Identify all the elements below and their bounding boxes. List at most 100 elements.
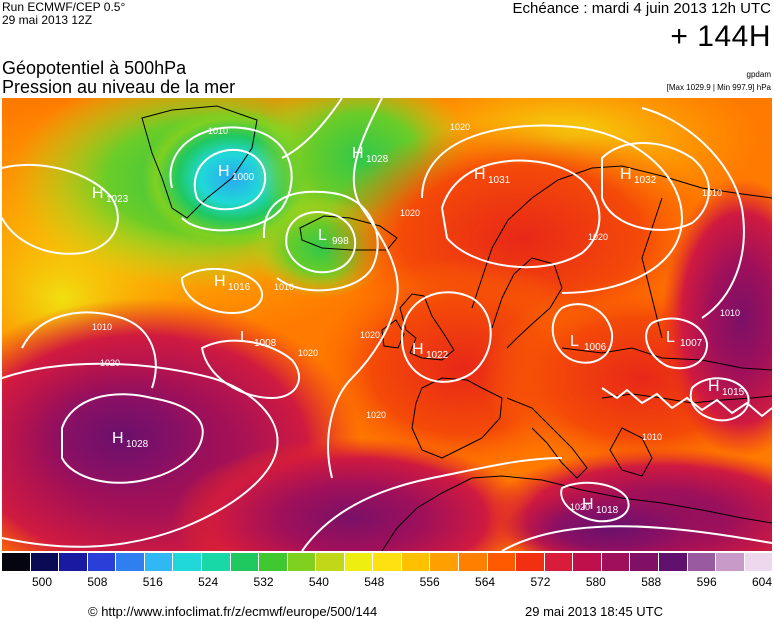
svg-text:1016: 1016 <box>228 282 251 293</box>
svg-text:1018: 1018 <box>596 505 619 516</box>
color-scale-tick: 508 <box>87 575 108 589</box>
run-date: 29 mai 2013 12Z <box>2 13 93 27</box>
svg-text:1015: 1015 <box>722 387 745 398</box>
isobar-label: 1010 <box>642 432 662 442</box>
svg-text:1028: 1028 <box>366 154 389 165</box>
isobar-label: 1020 <box>400 208 420 218</box>
color-scale-tick: 516 <box>142 575 163 589</box>
pressure-center-l998: L 998 <box>318 227 349 247</box>
pressure-center-h1022: H 1022 <box>412 341 449 361</box>
run-label: Run ECMWF/CEP 0.5° <box>2 0 126 14</box>
color-scale-tick: 564 <box>475 575 496 589</box>
color-scale-tick: 532 <box>253 575 274 589</box>
svg-text:1008: 1008 <box>254 338 277 349</box>
color-swatch <box>601 553 631 571</box>
map-title-pressure: Pression au niveau de la mer <box>2 77 236 97</box>
pressure-center-l1008: L 1008 <box>240 329 277 349</box>
svg-text:H: H <box>474 166 486 183</box>
color-swatch <box>716 553 745 571</box>
pressure-center-h1028-north: H 1028 <box>352 145 389 165</box>
isobar-label: 1010 <box>208 126 228 136</box>
svg-text:998: 998 <box>332 236 349 247</box>
isobar-label: 1010 <box>92 322 112 332</box>
color-swatch <box>459 553 488 571</box>
map-title-geopotential: Géopotentiel à 500hPa <box>2 58 187 78</box>
coastlines <box>141 105 772 551</box>
forecast-valid-time: Echéance : mardi 4 juin 2013 12h UTC <box>512 0 771 17</box>
color-swatch <box>59 553 88 571</box>
color-swatch <box>144 553 174 571</box>
svg-text:H: H <box>112 430 124 447</box>
svg-text:L: L <box>318 227 327 244</box>
svg-text:1032: 1032 <box>634 175 657 186</box>
unit-code: gpdam <box>746 70 771 79</box>
svg-text:H: H <box>92 185 104 202</box>
color-swatch <box>658 553 688 571</box>
pressure-center-h1023: H 1023 <box>92 185 129 205</box>
pressure-center-h1015: H 1015 <box>708 378 745 398</box>
color-swatch <box>173 553 202 571</box>
svg-text:H: H <box>352 145 364 162</box>
svg-text:1031: 1031 <box>488 175 511 186</box>
isobar-label: 1010 <box>702 188 722 198</box>
svg-text:H: H <box>412 341 424 358</box>
svg-text:H: H <box>218 163 230 180</box>
pressure-center-h1032: H 1032 <box>620 166 657 186</box>
isobar-label: 1020 <box>366 410 386 420</box>
color-scale-tick: 548 <box>364 575 385 589</box>
color-swatch <box>116 553 145 571</box>
color-scale-ticks: 500 508 516 524 532 540 548 556 564 572 580 588 596 6… <box>2 575 772 591</box>
color-scale-tick: 596 <box>696 575 717 589</box>
color-swatch <box>259 553 288 571</box>
color-swatch <box>573 553 602 571</box>
color-swatch <box>230 553 260 571</box>
svg-text:L: L <box>240 329 249 346</box>
pressure-center-h1016: H 1016 <box>214 273 251 293</box>
color-swatch <box>344 553 374 571</box>
color-scale-tick: 588 <box>641 575 662 589</box>
svg-text:H: H <box>620 166 632 183</box>
svg-text:L: L <box>666 329 675 346</box>
svg-text:H: H <box>214 273 226 290</box>
isobar-label: 1020 <box>450 122 470 132</box>
color-swatch <box>30 553 60 571</box>
pressure-minmax: [Max 1029.9 | Min 997.9] hPa <box>666 83 771 92</box>
pressure-center-h1018: H 1018 <box>582 496 619 516</box>
svg-text:1000: 1000 <box>232 172 255 183</box>
isobars <box>2 98 772 551</box>
pressure-center-l1006: L 1006 <box>570 333 607 353</box>
lead-time: + 144H <box>670 20 771 53</box>
color-swatch <box>544 553 574 571</box>
isobar-label: 1020 <box>360 330 380 340</box>
color-scale-tick: 604 <box>751 575 773 589</box>
isobar-label: 1020 <box>100 358 120 368</box>
color-swatch <box>630 553 659 571</box>
svg-text:1007: 1007 <box>680 338 703 349</box>
svg-text:L: L <box>570 333 579 350</box>
pressure-center-h1028-atlantic: H 1028 <box>112 430 149 450</box>
color-swatch <box>373 553 402 571</box>
color-swatch <box>2 553 31 571</box>
source-credit: © http://www.infoclimat.fr/z/ecmwf/europ… <box>88 604 378 619</box>
color-swatch <box>687 553 717 571</box>
color-scale-tick: 540 <box>308 575 329 589</box>
color-swatch <box>316 553 345 571</box>
svg-text:1028: 1028 <box>126 439 149 450</box>
color-swatch <box>430 553 459 571</box>
isobar-label: 1020 <box>570 502 590 512</box>
isobar-label: 1010 <box>720 308 740 318</box>
color-swatch <box>201 553 231 571</box>
pressure-center-l1007: L 1007 <box>666 329 703 349</box>
svg-text:H: H <box>582 496 594 513</box>
isobar-label: 1020 <box>298 348 318 358</box>
color-scale-tick: 580 <box>585 575 606 589</box>
isobar-label: 1010 <box>274 282 294 292</box>
color-swatch <box>516 553 545 571</box>
color-swatch <box>487 553 517 571</box>
color-scale-tick: 500 <box>31 575 53 589</box>
pressure-center-h1000-greenland: H 1000 <box>218 163 255 183</box>
color-swatch <box>287 553 317 571</box>
color-scale-tick: 556 <box>419 575 440 589</box>
color-swatch <box>401 553 431 571</box>
color-scale-tick: 524 <box>198 575 219 589</box>
